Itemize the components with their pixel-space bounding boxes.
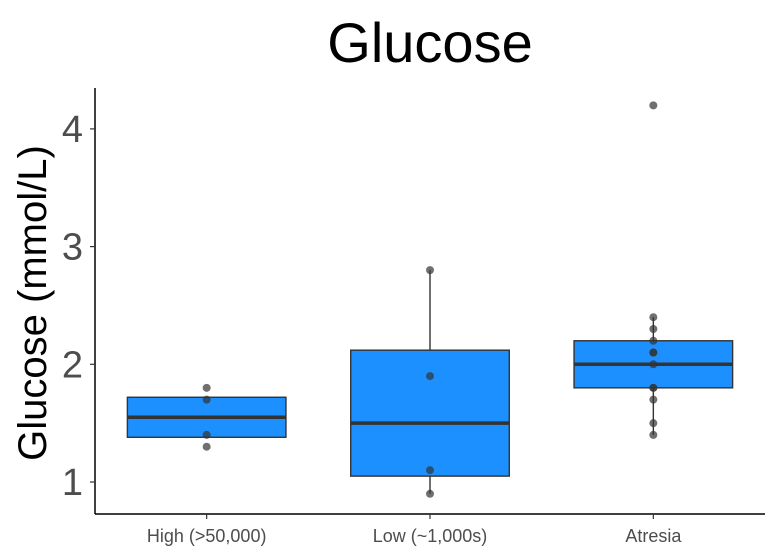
plot-area: 1 2 3 4 High (>50,000) Low (~1,000s) Atresia (62, 88, 765, 546)
data-point (649, 101, 658, 110)
x-tick-label: Low (~1,000s) (373, 526, 488, 546)
data-point (649, 360, 658, 369)
chart-title: Glucose (327, 11, 532, 74)
data-point (649, 419, 658, 428)
data-point (649, 348, 658, 357)
data-point (649, 430, 658, 439)
data-point (202, 442, 211, 451)
data-point (202, 383, 211, 392)
data-point (649, 395, 658, 404)
data-point (649, 324, 658, 333)
data-point (649, 313, 658, 322)
y-axis-label: Glucose (mmol/L) (11, 145, 55, 461)
data-point (426, 266, 434, 275)
y-tick-label: 4 (62, 109, 83, 151)
y-tick-label: 1 (62, 462, 83, 504)
data-point (649, 336, 658, 345)
data-point (202, 395, 211, 404)
data-point (426, 466, 434, 475)
y-tick-label: 3 (62, 227, 83, 269)
data-point (649, 383, 658, 392)
data-point (426, 372, 434, 381)
data-point (202, 430, 211, 439)
x-tick-label: Atresia (625, 526, 682, 546)
data-point (426, 489, 434, 498)
box-iqr (350, 349, 510, 477)
y-tick-label: 2 (62, 344, 83, 386)
x-tick-label: High (>50,000) (147, 526, 267, 546)
